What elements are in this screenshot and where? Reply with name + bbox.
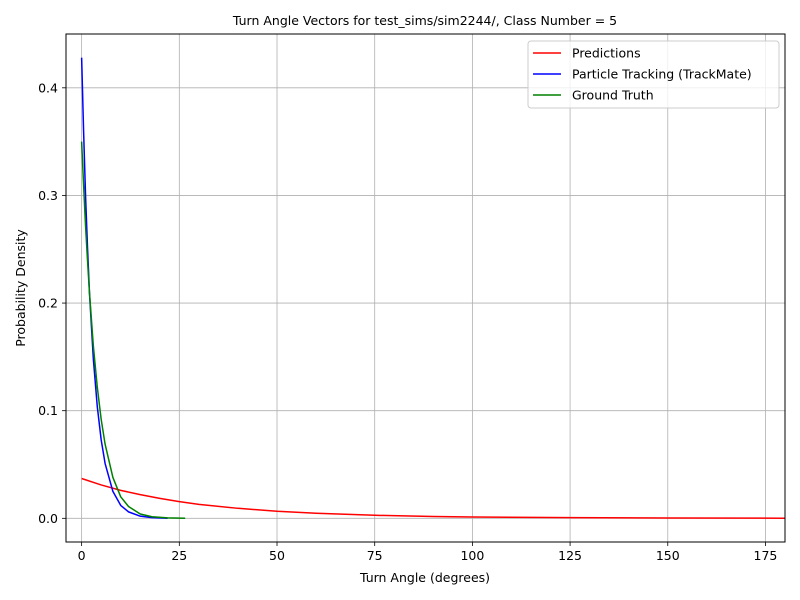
y-axis-ticks: 0.0 0.1 0.2 0.3 0.4	[38, 80, 66, 526]
series-lines	[80, 57, 786, 519]
x-tick-label: 0	[78, 548, 86, 563]
x-axis-ticks: 0 25 50 75 100 125 150 175	[78, 542, 778, 563]
chart-title: Turn Angle Vectors for test_sims/sim2244…	[232, 13, 617, 28]
x-tick-label: 125	[558, 548, 582, 563]
legend-box	[527, 40, 780, 109]
x-tick-label: 100	[460, 548, 484, 563]
legend-label: Predictions	[572, 46, 641, 61]
y-tick-label: 0.2	[38, 296, 58, 311]
plot-frame	[65, 33, 786, 543]
x-axis-label: Turn Angle (degrees)	[359, 570, 490, 585]
x-tick-label: 25	[171, 548, 187, 563]
y-tick-label: 0.4	[38, 80, 58, 95]
y-tick-label: 0.0	[38, 511, 58, 526]
series-line-2	[80, 57, 168, 519]
legend-label: Particle Tracking (TrackMate)	[572, 67, 752, 82]
legend: Predictions Particle Tracking (TrackMate)…	[527, 40, 780, 109]
y-tick-label: 0.3	[38, 188, 58, 203]
series-line-3	[80, 141, 186, 519]
y-tick-label: 0.1	[38, 403, 58, 418]
series-line-1	[81, 477, 786, 519]
grid	[66, 34, 785, 542]
x-tick-label: 50	[269, 548, 285, 563]
x-tick-label: 175	[754, 548, 778, 563]
x-tick-label: 150	[656, 548, 680, 563]
x-tick-label: 75	[367, 548, 383, 563]
y-axis-label: Probability Density	[13, 229, 28, 347]
legend-label: Ground Truth	[572, 88, 654, 103]
